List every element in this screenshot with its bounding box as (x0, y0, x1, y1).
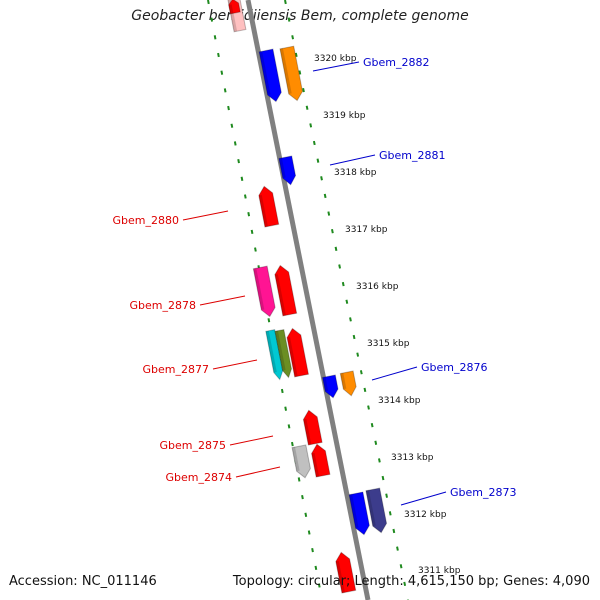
kbp-tick-label: 3314 kbp (378, 396, 421, 406)
kbp-tick-label: 3319 kbp (323, 111, 366, 121)
track-dots (207, 0, 409, 600)
gene-arrow-gbem-2876-b[interactable] (339, 370, 357, 397)
gene-arrow-gbem-2877-c[interactable] (286, 327, 310, 378)
gene-arrow-gbem-2873-a[interactable] (348, 491, 371, 536)
gene-arrow-gbem-2877-a[interactable] (265, 329, 284, 381)
gene-label-leader (229, 435, 274, 446)
kbp-tick-label: 3313 kbp (391, 453, 434, 463)
gene-arrow-gbem-2882-b[interactable] (279, 45, 304, 102)
kbp-tick-label: 3315 kbp (367, 339, 410, 349)
track-dotted-line-2 (284, 0, 409, 600)
gene-label-leader (199, 295, 246, 306)
kbp-ticks: 3320 kbp 3319 kbp 3318 kbp 3317 kbp 3316 kbp… (314, 54, 461, 576)
genome-title: Geobacter bemidjiensis Bem, complete gen… (131, 8, 469, 24)
kbp-tick-label: 3316 kbp (356, 282, 399, 292)
gene-label[interactable]: Gbem_2876 (421, 361, 487, 374)
gene-arrow-gbem-2878[interactable] (252, 265, 276, 318)
gene-arrow-gbem-2877-b[interactable] (274, 328, 293, 379)
gene-label[interactable]: Gbem_2875 (160, 439, 226, 452)
genome-stats-label: Topology: circular; Length: 4,615,150 bp… (232, 574, 590, 589)
gene-label-leader (212, 359, 258, 370)
kbp-tick-label: 3318 kbp (334, 168, 377, 178)
gene-label[interactable]: Gbem_2880 (113, 214, 179, 227)
gene-label-leader (371, 366, 418, 381)
kbp-tick-label: 3320 kbp (314, 54, 357, 64)
gene-label[interactable]: Gbem_2878 (130, 299, 196, 312)
gene-arrow-top-red[interactable] (228, 0, 241, 15)
gene-arrow-gbem-2876-a[interactable] (321, 374, 340, 399)
gene-label-leader (400, 491, 447, 506)
gene-arrow-gbem-2878-b[interactable] (273, 264, 298, 317)
gene-arrow-gbem-2882-a[interactable] (258, 48, 283, 103)
gene-arrow-gbem-2880[interactable] (257, 185, 280, 228)
gene-label[interactable]: Gbem_2874 (166, 471, 232, 484)
kbp-tick-label: 3317 kbp (345, 225, 388, 235)
gene-arrow-gbem-2881[interactable] (278, 155, 297, 186)
genome-backbone (245, 0, 371, 600)
gene-label-leader (312, 61, 360, 72)
gene-label[interactable]: Gbem_2881 (379, 149, 445, 162)
gene-arrow-bottom[interactable] (334, 551, 357, 594)
gene-arrow-gbem-2875[interactable] (302, 409, 323, 446)
gene-label[interactable]: Gbem_2882 (363, 56, 429, 69)
gene-label-leader (329, 154, 376, 166)
kbp-tick-label: 3312 kbp (404, 510, 447, 520)
gene-label-leader (235, 466, 281, 478)
accession-label: Accession: NC_011146 (9, 574, 157, 589)
gene-label[interactable]: Gbem_2873 (450, 486, 516, 499)
gene-label[interactable]: Gbem_2877 (143, 363, 209, 376)
gene-arrow-gbem-2874-b[interactable] (310, 443, 331, 478)
gene-arrow-gbem-2874-a[interactable] (291, 444, 312, 479)
gene-features (227, 0, 388, 594)
kbp-tick-label: 3311 kbp (418, 566, 461, 576)
gene-arrow-gbem-2873-b[interactable] (365, 487, 388, 534)
gene-labels: Gbem_2882 Gbem_2881 Gbem_2880 Gbem_2878 Gbem… (113, 56, 516, 506)
gene-label-leader (182, 210, 229, 221)
